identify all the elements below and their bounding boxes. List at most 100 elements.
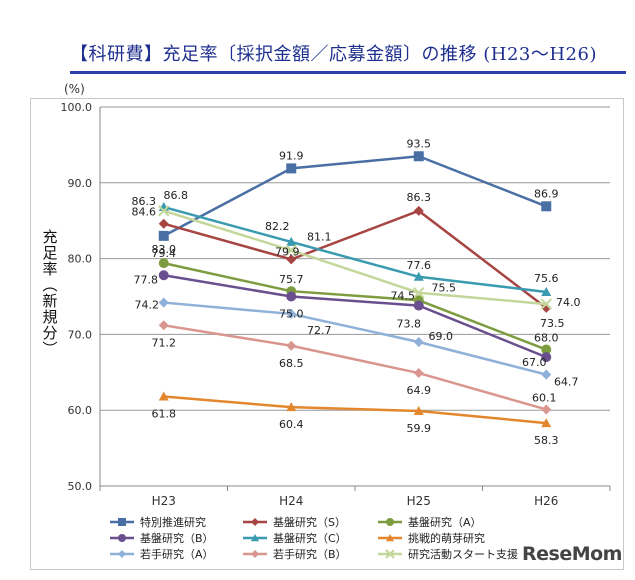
series-line: [158, 202, 552, 296]
data-point-marker: [158, 297, 169, 308]
y-tick-label: 50.0: [68, 480, 93, 493]
data-point-marker: [251, 534, 259, 542]
data-point-marker: [118, 518, 126, 526]
data-label: 60.4: [279, 418, 304, 431]
legend-label: 挑戦的萌芽研究: [408, 531, 485, 545]
data-label: 75.5: [432, 282, 457, 295]
data-point-marker: [158, 391, 169, 401]
legend-item: 基盤研究（B）: [110, 531, 214, 545]
data-point-marker: [251, 518, 259, 526]
y-tick-label: 100.0: [61, 101, 93, 114]
series-line: [158, 205, 552, 310]
data-point-marker: [541, 352, 552, 363]
data-label: 68.0: [534, 332, 559, 345]
data-label: 73.5: [540, 317, 565, 330]
data-label: 73.8: [397, 318, 422, 331]
data-label: 67.0: [522, 356, 547, 369]
data-point-marker: [386, 518, 394, 526]
legend-item: 基盤研究（A）: [378, 515, 482, 529]
data-point-marker: [413, 271, 424, 281]
x-tick-label: H24: [279, 494, 303, 508]
legend-label: 基盤研究（C）: [273, 531, 347, 545]
y-axis-label: 充足率︵新規分︶: [42, 228, 57, 358]
data-point-marker: [386, 534, 394, 542]
series-path: [163, 209, 547, 306]
data-point-marker: [286, 402, 297, 412]
data-point-marker: [158, 205, 170, 217]
data-point-marker: [158, 218, 169, 229]
data-point-marker: [158, 320, 169, 331]
legend-item: 基盤研究（S）: [243, 515, 346, 529]
x-tick-label: H23: [152, 494, 176, 508]
data-label: 79.4: [152, 247, 177, 260]
data-label: 72.7: [307, 324, 332, 337]
series-line: [158, 391, 552, 428]
data-point-marker: [158, 258, 169, 269]
data-label: 58.3: [534, 434, 559, 447]
legend-item: 挑戦的萌芽研究: [378, 531, 485, 545]
y-tick-label: 80.0: [68, 253, 93, 266]
legend-label: 若手研究（A）: [140, 547, 214, 561]
data-point-marker: [158, 270, 169, 281]
data-point-marker: [118, 550, 126, 558]
data-label: 74.0: [556, 296, 581, 309]
data-label: 77.8: [134, 273, 159, 286]
legend-label: 基盤研究（B）: [140, 531, 214, 545]
legend-item: 基盤研究（C）: [243, 531, 347, 545]
y-axis-title-char: 分: [42, 324, 57, 342]
data-point-marker: [158, 230, 169, 241]
data-point-marker: [413, 405, 424, 415]
y-axis-title-char: 新: [42, 292, 57, 310]
data-label: 61.8: [152, 408, 177, 421]
data-label: 64.9: [407, 384, 432, 397]
legend-item: 若手研究（A）: [110, 547, 214, 561]
data-point-marker: [413, 151, 424, 162]
series-line: [158, 151, 552, 241]
y-tick-label: 90.0: [68, 177, 93, 190]
data-point-marker: [286, 236, 297, 246]
y-tick-label: 60.0: [68, 404, 93, 417]
page-title: 【科研費】充足率〔採択金額／応募金額〕の推移 (H23～H26): [70, 44, 597, 65]
legend-label: 基盤研究（A）: [408, 515, 482, 529]
x-tick-label: H26: [534, 494, 558, 508]
data-point-marker: [286, 340, 297, 351]
axes: (%) 50.0 60.0 70.0 80.0 90.0 100.0 H23 H24 H25 H2…: [61, 82, 611, 508]
data-label: 74.5: [391, 289, 416, 302]
series-path: [163, 209, 548, 309]
legend-item: 特別推進研究: [110, 515, 206, 529]
series-path: [163, 395, 547, 425]
data-point-marker: [413, 205, 424, 216]
series-line: [158, 270, 552, 363]
data-label: 86.8: [164, 189, 189, 202]
series-path: [163, 261, 547, 351]
series-path: [163, 205, 547, 294]
data-point-marker: [285, 244, 297, 256]
y-axis-title-char: 規: [42, 308, 57, 326]
chart-frame: [30, 98, 624, 570]
y-axis-title-char: 率: [42, 260, 57, 278]
data-label: 86.3: [132, 195, 157, 208]
series-path: [163, 324, 547, 411]
title-underline: [70, 71, 626, 74]
data-point-marker: [413, 336, 424, 347]
data-label: 86.3: [407, 191, 432, 204]
data-point-marker: [540, 298, 552, 310]
data-label: 81.1: [307, 230, 332, 243]
data-point-marker: [541, 201, 552, 212]
data-label: 83.0: [152, 243, 177, 256]
series-path: [163, 301, 547, 376]
y-axis-title-char: 足: [42, 244, 57, 262]
legend-label: 特別推進研究: [140, 515, 206, 529]
data-label: 86.9: [534, 187, 559, 200]
data-point-marker: [413, 368, 424, 379]
data-label: 68.5: [279, 357, 304, 370]
legend-item: 研究活動スタート支援: [378, 547, 518, 561]
data-point-marker: [286, 308, 297, 319]
data-label: 84.6: [132, 206, 157, 219]
series-path: [163, 274, 547, 359]
series-path: [163, 154, 547, 237]
y-axis-title-char: ︵: [42, 276, 57, 294]
data-point-marker: [541, 369, 552, 380]
data-label: 59.9: [407, 422, 432, 435]
data-label: 82.2: [265, 220, 290, 233]
